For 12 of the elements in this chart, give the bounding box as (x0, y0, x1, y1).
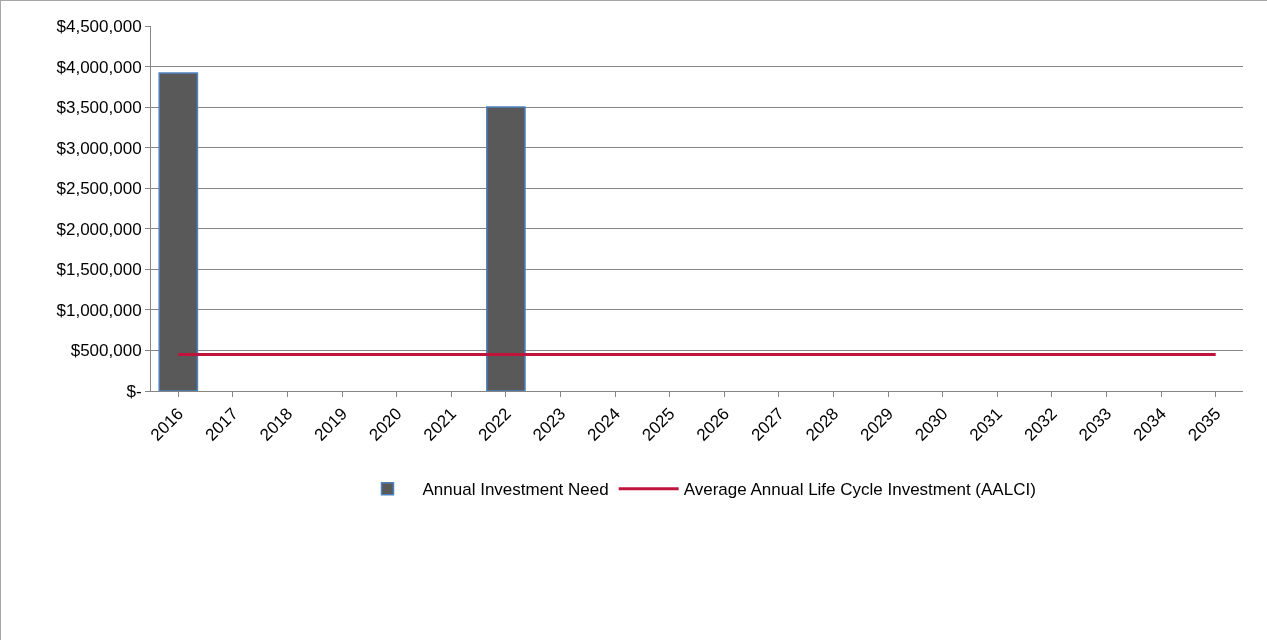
y-tick-label: $2,500,000 (56, 179, 142, 199)
y-tick-label: $4,000,000 (56, 57, 142, 77)
y-tick-label: $1,500,000 (56, 260, 142, 280)
legend-label: Average Annual Life Cycle Investment (AALCI) (683, 480, 1036, 500)
y-tick-label: $- (126, 381, 142, 401)
y-tick-label: $4,500,000 (56, 16, 142, 36)
y-tick-label: $500,000 (70, 341, 142, 361)
y-tick-label: $3,500,000 (56, 98, 142, 118)
y-tick-label: $2,000,000 (56, 219, 142, 239)
y-tick-label: $1,000,000 (56, 300, 142, 320)
y-tick-label: $3,000,000 (56, 138, 142, 158)
legend-label: Annual Investment Need (422, 480, 609, 500)
